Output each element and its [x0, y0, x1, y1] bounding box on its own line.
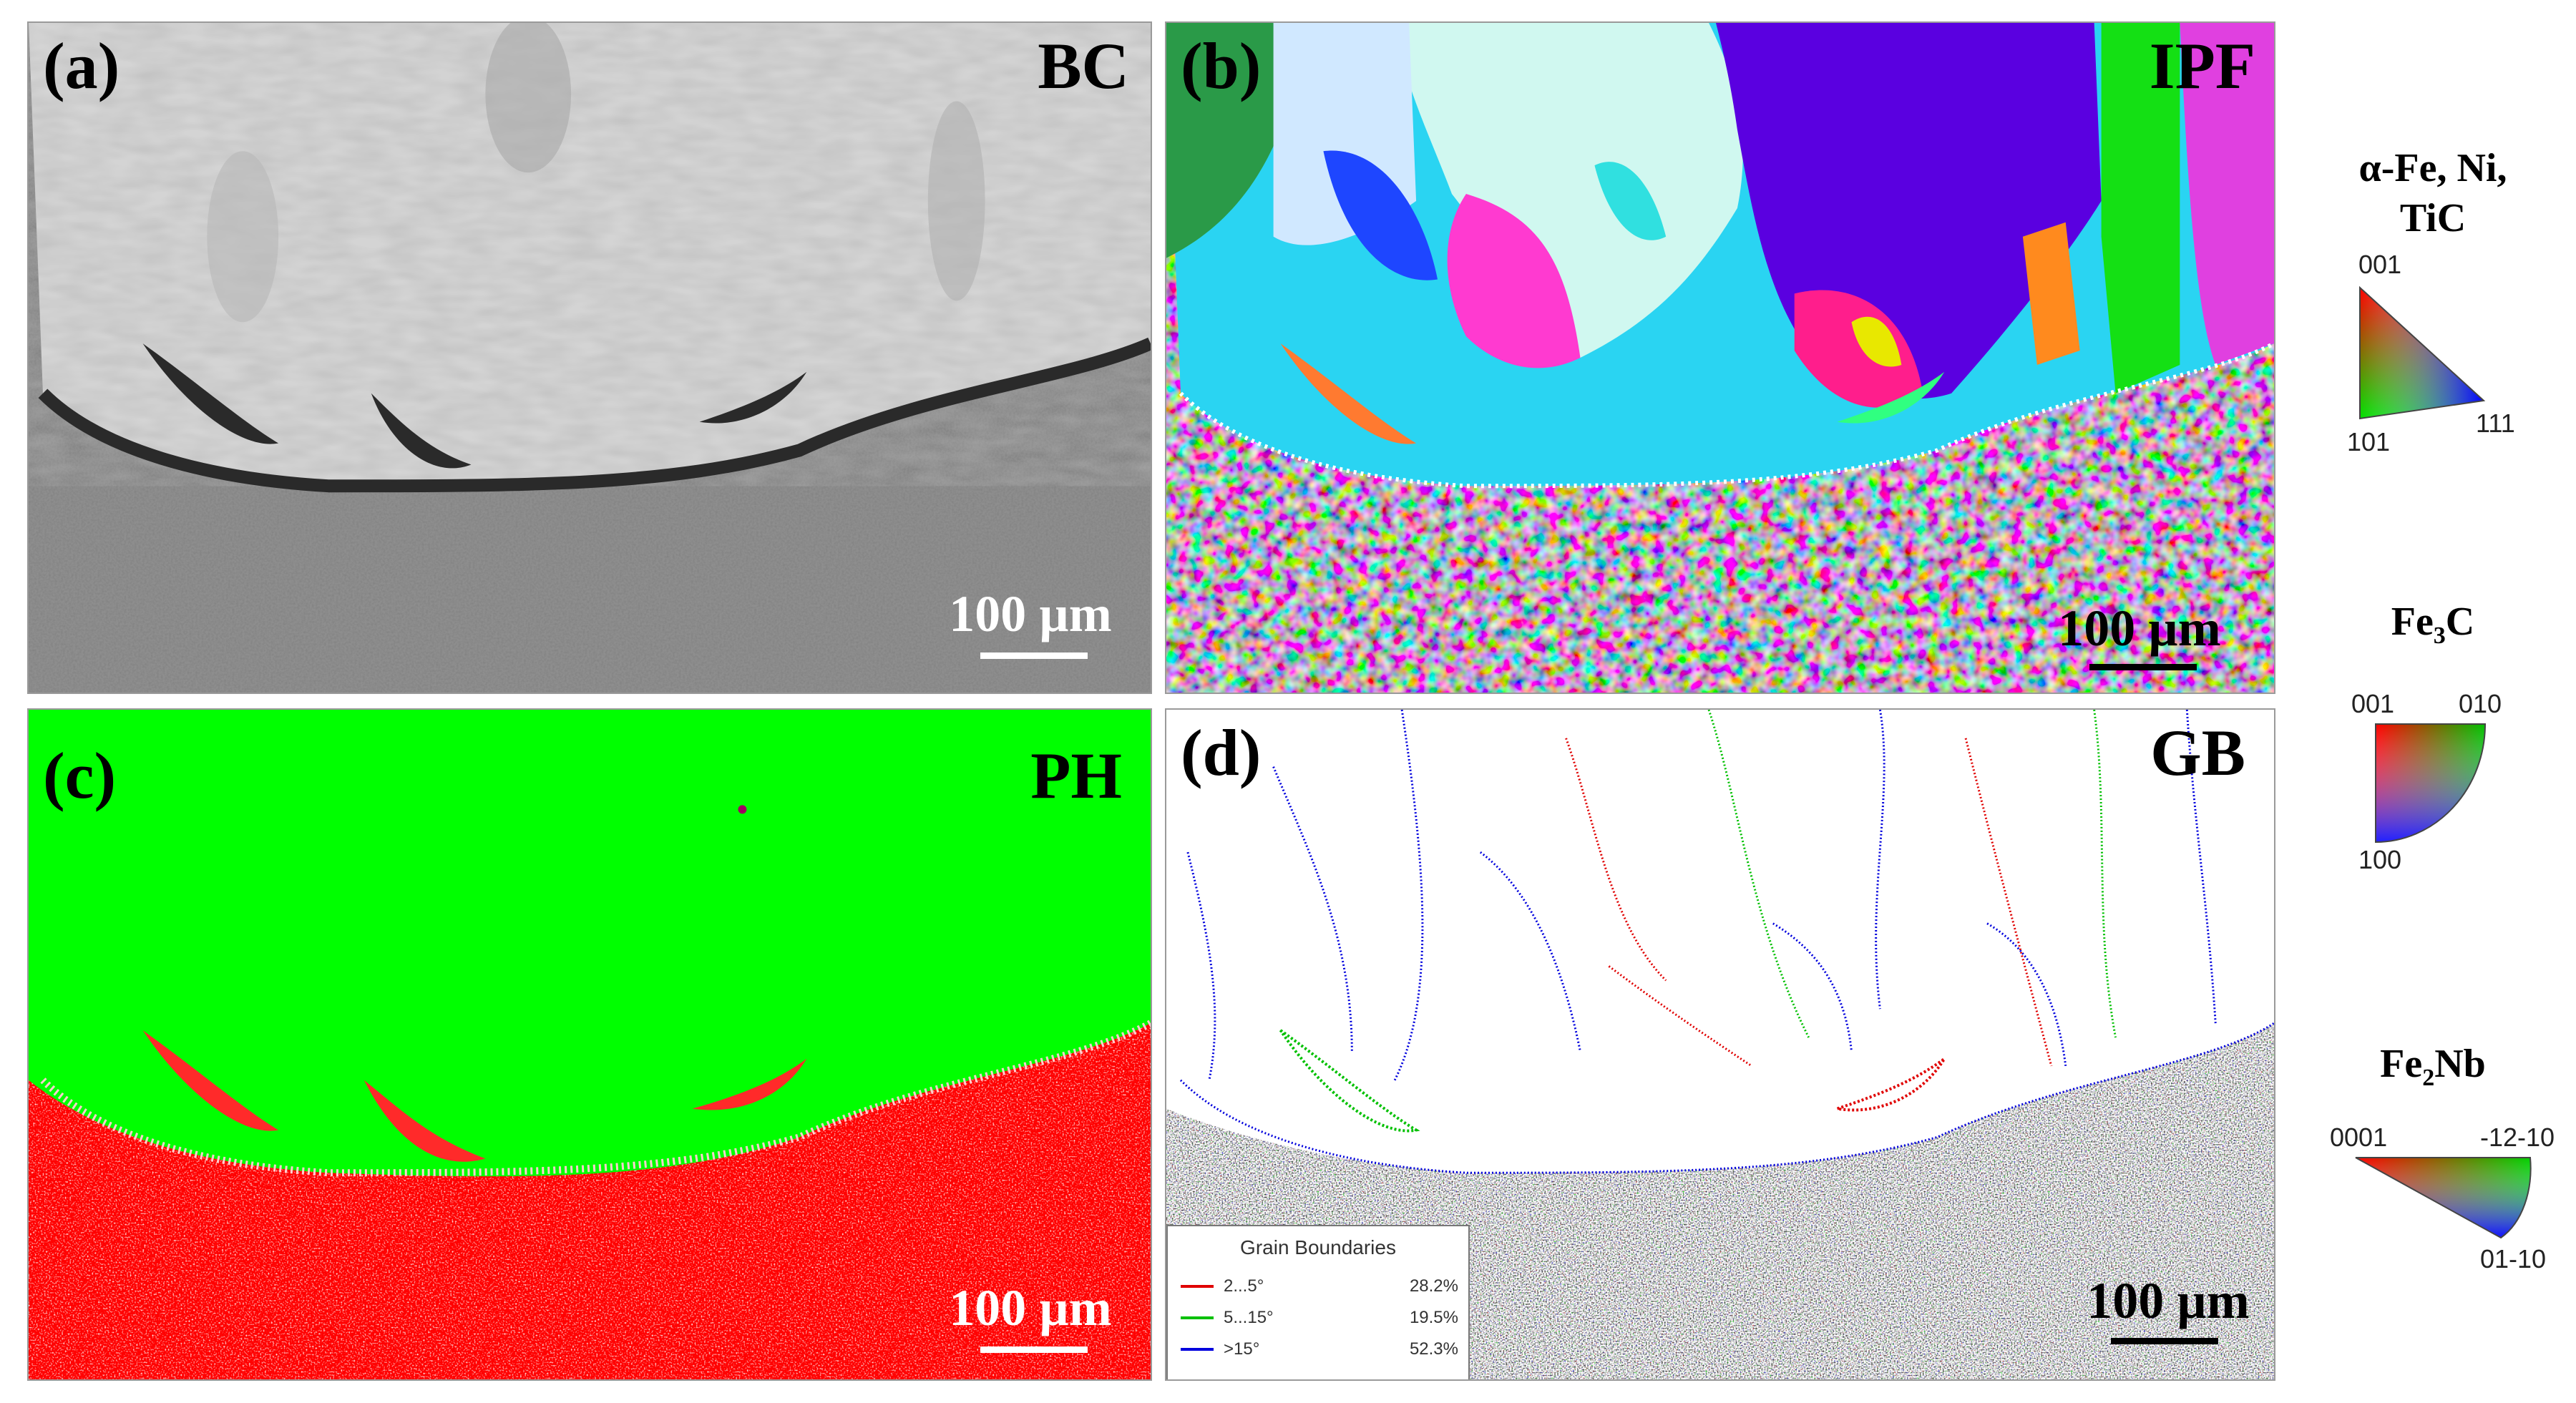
grain-boundaries-legend: Grain Boundaries 2...5° 28.2% 5...15° 19… [1166, 1225, 1470, 1379]
panel-c-phase-map: (c) PH 100 µm [27, 708, 1152, 1381]
ipf-key-1-title-line2: TiC [2399, 196, 2467, 240]
ipf-key-2-label-top-left: 001 [2351, 689, 2395, 718]
panel-a-scale-label: 100 µm [949, 585, 1112, 642]
ipf-key-2-title-sub: 3 [2433, 622, 2446, 650]
legend-percent: 19.5% [1409, 1308, 1458, 1327]
ipf-key-3-title-main: Fe [2380, 1042, 2423, 1086]
ipf-key-3-title-end: Nb [2434, 1042, 2486, 1086]
band-contrast-map [29, 23, 1151, 693]
panel-b-tag: IPF [2149, 29, 2255, 102]
ipf-key-2-title-main: Fe [2391, 600, 2434, 644]
panel-d-label: (d) [1181, 716, 1262, 789]
ipf-key-3-label-bottom: 01-10 [2480, 1244, 2547, 1274]
ipf-key-1-label-right: 111 [2476, 409, 2515, 438]
panel-c-tag: PH [1030, 739, 1122, 812]
panel-d-grain-boundary-map: (d) GB 100 µm Grain Boundaries 2...5° 28… [1165, 708, 2275, 1381]
legend-range: 5...15° [1224, 1308, 1274, 1327]
panel-b-ipf-map: (b) IPF 100 µm [1165, 21, 2275, 694]
panel-d-scale-bar [2111, 1338, 2218, 1344]
ipf-key-1-label-left: 101 [2347, 427, 2391, 456]
ipf-key-3-title: Fe2Nb [2304, 1039, 2562, 1094]
legend-percent: 52.3% [1409, 1339, 1458, 1359]
ipf-orientation-map [1166, 23, 2274, 693]
ipf-key-1-title-line1: α-Fe, Ni, [2358, 146, 2507, 190]
legend-swatch-red [1181, 1285, 1214, 1288]
legend-swatch-green [1181, 1316, 1214, 1319]
panel-a-tag: BC [1038, 29, 1129, 102]
phase-map [29, 710, 1151, 1379]
legend-row: >15° 52.3% [1181, 1338, 1458, 1359]
panel-a-band-contrast: (a) BC 100 µm [27, 21, 1152, 694]
legend-swatch-blue [1181, 1348, 1214, 1351]
legend-range: >15° [1224, 1339, 1260, 1359]
ipf-key-2-label-bottom: 100 [2358, 845, 2402, 874]
ipf-key-1-label-top: 001 [2358, 250, 2402, 279]
panel-c-scale-label: 100 µm [949, 1279, 1112, 1336]
panel-b-scale-bar [2089, 664, 2197, 670]
ipf-key-1-triangle [2359, 286, 2486, 420]
ipf-key-1-title: α-Fe, Ni, TiC [2304, 143, 2562, 243]
panel-c-scale-bar [980, 1346, 1088, 1353]
panel-a-scale-bar [980, 652, 1088, 659]
panel-b-scale-label: 100 µm [2058, 600, 2221, 657]
ipf-key-2-title: Fe3C [2304, 597, 2562, 652]
ipf-key-2-label-top-right: 010 [2459, 689, 2502, 718]
panel-d-scale-label: 100 µm [2087, 1272, 2250, 1329]
grain-boundary-map [1166, 710, 2274, 1379]
ipf-key-3-label-left: 0001 [2330, 1123, 2388, 1152]
legend-range: 2...5° [1224, 1276, 1264, 1296]
panel-b-label: (b) [1181, 29, 1262, 102]
panel-a-label: (a) [43, 29, 120, 102]
ipf-key-3-label-right: -12-10 [2480, 1123, 2555, 1152]
ipf-key-3-sector [2355, 1157, 2532, 1239]
ipf-key-2-quadrant [2375, 723, 2487, 844]
legend-row: 2...5° 28.2% [1181, 1275, 1458, 1296]
panel-d-tag: GB [2150, 716, 2245, 789]
ipf-key-3-title-sub: 2 [2422, 1065, 2435, 1092]
legend-percent: 28.2% [1409, 1276, 1458, 1296]
legend-title: Grain Boundaries [1240, 1236, 1396, 1258]
legend-row: 5...15° 19.5% [1181, 1306, 1458, 1328]
ipf-key-2-title-end: C [2445, 600, 2475, 644]
panel-c-label: (c) [43, 739, 117, 812]
